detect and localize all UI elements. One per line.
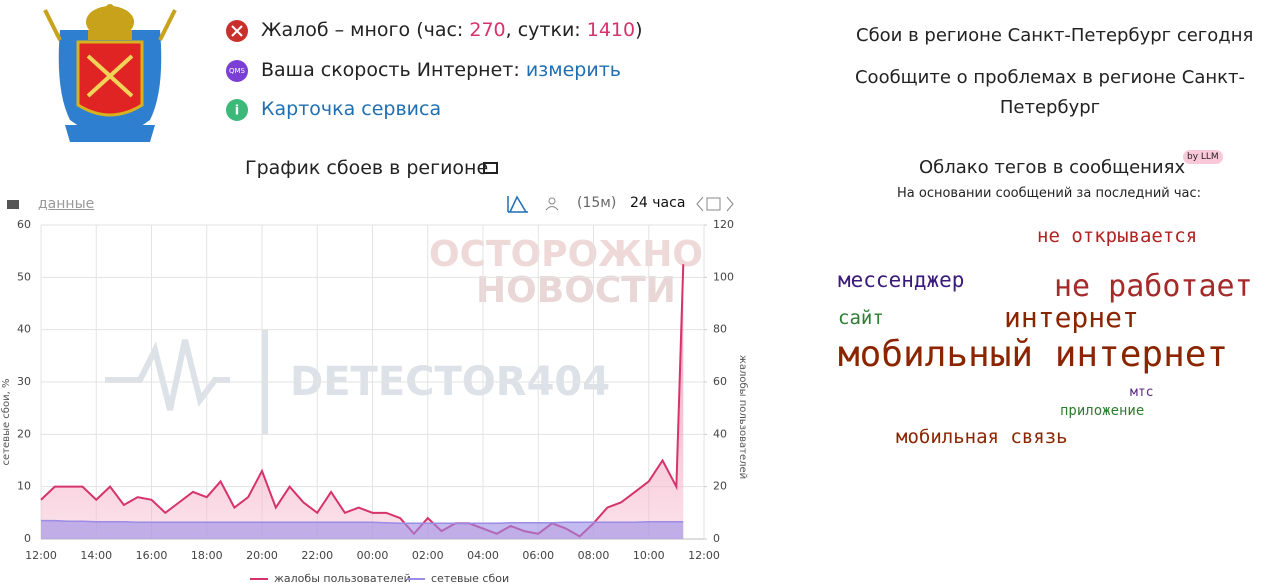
status-day: 1410 (586, 19, 636, 41)
y2-tick-label: 60 (713, 375, 727, 388)
user-icon-body (545, 206, 559, 211)
speed-label: Ваша скорость Интернет: (261, 59, 526, 81)
monitor-icon (483, 162, 498, 174)
range-long[interactable]: 24 часа (630, 195, 686, 211)
calendar-icon[interactable] (706, 197, 721, 211)
y-tick-label: 20 (17, 427, 31, 440)
tag[interactable]: мтс (1130, 385, 1154, 400)
y2-axis-title: жалобы пользователей (737, 355, 748, 479)
sidebar-title: Сбои в регионе Санкт-Петербург сегодня (856, 25, 1254, 46)
series-line (41, 519, 684, 525)
y-tick-label: 40 (17, 323, 31, 336)
status-hour: 270 (469, 19, 506, 41)
tag[interactable]: мессенджер (838, 268, 965, 292)
x-tick-label: 04:00 (467, 549, 499, 562)
series-area (41, 520, 684, 539)
x-tick-label: 14:00 (80, 549, 112, 562)
tag[interactable]: интернет (1004, 301, 1139, 334)
watermark: ОСТОРОЖНО (429, 234, 703, 275)
status-line: Жалоб – много (час: 270, сутки: 1410) (261, 19, 643, 41)
qms-icon (226, 60, 248, 82)
y2-tick-label: 100 (713, 270, 734, 283)
x-tick-label: 22:00 (301, 549, 333, 562)
y2-tick-label: 0 (713, 532, 720, 545)
chart-mode-icon[interactable] (507, 195, 528, 213)
y-axis-title: сетевые сбои, % (1, 379, 12, 466)
status-mid: , сутки: (505, 19, 587, 41)
tag[interactable]: не работает (1054, 269, 1253, 304)
x-tick-label: 10:00 (633, 549, 665, 562)
y2-tick-label: 80 (713, 323, 727, 336)
y2-tick-label: 120 (713, 218, 734, 231)
card-link[interactable]: Карточка сервиса (261, 98, 442, 120)
series-area (41, 264, 684, 539)
x-tick-label: 16:00 (136, 549, 168, 562)
y-tick-label: 60 (17, 218, 31, 231)
tag[interactable]: не открывается (1037, 225, 1198, 247)
chart-panel-title: График сбоев в регионе (245, 157, 489, 179)
camera-icon[interactable] (7, 200, 19, 209)
user-icon[interactable] (548, 197, 556, 205)
y-tick-label: 0 (24, 532, 31, 545)
tag[interactable]: мобильная связь (896, 426, 1068, 448)
legend-label: жалобы пользователей (274, 572, 411, 585)
x-tick-label: 00:00 (357, 549, 389, 562)
tag[interactable]: приложение (1060, 403, 1145, 419)
y-tick-label: 50 (17, 270, 31, 283)
cloud-title: Облако тегов в сообщениях (919, 157, 1186, 178)
x-tick-label: 08:00 (578, 549, 610, 562)
emblem (43, 4, 177, 142)
range-short[interactable]: (15м) (577, 195, 617, 211)
y-tick-label: 10 (17, 480, 31, 493)
info-icon-text: i (235, 104, 239, 119)
status-icon-x (231, 25, 243, 37)
qms-icon-text: QMS (229, 67, 246, 75)
y-tick-label: 30 (17, 375, 31, 388)
tag[interactable]: сайт (838, 307, 884, 329)
data-link[interactable]: данные (38, 196, 95, 212)
cloud-subtitle: На основании сообщений за последний час: (897, 186, 1202, 201)
x-tick-label: 12:00 (25, 549, 57, 562)
status-prefix: Жалоб – много (час: (261, 19, 470, 41)
x-tick-label: 12:00 (688, 549, 720, 562)
x-tick-label: 18:00 (191, 549, 223, 562)
tag[interactable]: мобильный интернет (838, 334, 1229, 375)
llm-badge: by LLM (1183, 150, 1223, 164)
info-icon (226, 99, 248, 121)
y2-tick-label: 40 (713, 427, 727, 440)
next-icon[interactable] (726, 196, 734, 212)
y2-tick-label: 20 (713, 480, 727, 493)
legend-label: сетевые сбои (431, 572, 509, 585)
prev-icon[interactable] (696, 196, 704, 212)
speed-link[interactable]: измерить (525, 59, 621, 81)
x-tick-label: 02:00 (412, 549, 444, 562)
x-tick-label: 20:00 (246, 549, 278, 562)
report-text: Сообщите о проблемах в регионе Санкт-Пет… (854, 67, 1245, 118)
status-suffix: ) (635, 19, 643, 41)
watermark: НОВОСТИ (476, 270, 676, 311)
speed-line: Ваша скорость Интернет: измерить (261, 59, 621, 81)
x-tick-label: 06:00 (522, 549, 554, 562)
